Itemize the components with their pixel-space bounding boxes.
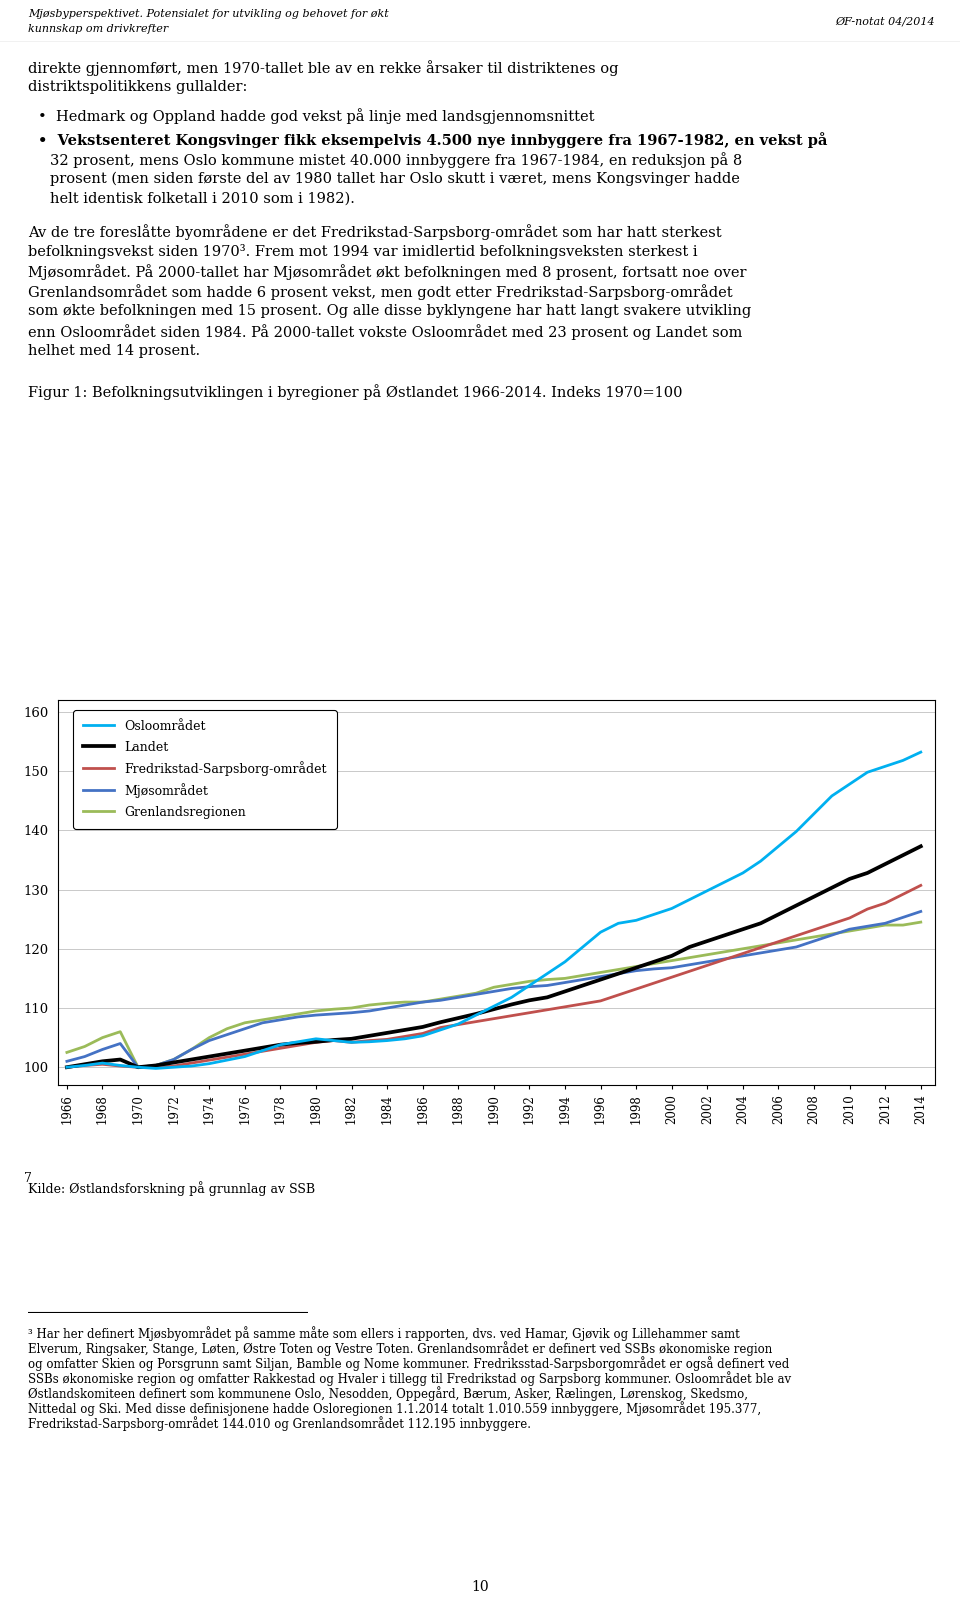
- Text: Elverum, Ringsaker, Stange, Løten, Østre Toten og Vestre Toten. Grenlandsområdet: Elverum, Ringsaker, Stange, Løten, Østre…: [28, 1342, 772, 1356]
- Text: 32 prosent, mens Oslo kommune mistet 40.000 innbyggere fra 1967-1984, en reduksj: 32 prosent, mens Oslo kommune mistet 40.…: [50, 152, 742, 168]
- Text: ³ Har her definert Mjøsbyområdet på samme måte som ellers i rapporten, dvs. ved : ³ Har her definert Mjøsbyområdet på samm…: [28, 1326, 740, 1340]
- Text: •  Vekstsenteret Kongsvinger fikk eksempelvis 4.500 nye innbyggere fra 1967-1982: • Vekstsenteret Kongsvinger fikk eksempe…: [38, 131, 828, 147]
- Text: prosent (men siden første del av 1980 tallet har Oslo skutt i været, mens Kongsv: prosent (men siden første del av 1980 ta…: [50, 172, 740, 186]
- Text: SSBs økonomiske region og omfatter Rakkestad og Hvaler i tillegg til Fredrikstad: SSBs økonomiske region og omfatter Rakke…: [28, 1371, 791, 1387]
- Text: distriktspolitikkens gullalder:: distriktspolitikkens gullalder:: [28, 80, 248, 95]
- Text: Mjøsbyperspektivet. Potensialet for utvikling og behovet for økt: Mjøsbyperspektivet. Potensialet for utvi…: [28, 10, 389, 19]
- Text: som økte befolkningen med 15 prosent. Og alle disse byklyngene har hatt langt sv: som økte befolkningen med 15 prosent. Og…: [28, 305, 752, 317]
- Text: Figur 1: Befolkningsutviklingen i byregioner på Østlandet 1966-2014. Indeks 1970: Figur 1: Befolkningsutviklingen i byregi…: [28, 385, 683, 399]
- Text: kunnskap om drivkrefter: kunnskap om drivkrefter: [28, 24, 168, 34]
- Text: Mjøsområdet. På 2000-tallet har Mjøsområdet økt befolkningen med 8 prosent, fort: Mjøsområdet. På 2000-tallet har Mjøsområ…: [28, 264, 747, 281]
- Text: Fredrikstad-Sarpsborg-området 144.010 og Grenlandsområdet 112.195 innbyggere.: Fredrikstad-Sarpsborg-området 144.010 og…: [28, 1415, 531, 1431]
- Text: helhet med 14 prosent.: helhet med 14 prosent.: [28, 345, 200, 357]
- Text: 10: 10: [471, 1581, 489, 1593]
- Text: og omfatter Skien og Porsgrunn samt Siljan, Bamble og Nome kommuner. Fredrikssta: og omfatter Skien og Porsgrunn samt Silj…: [28, 1356, 789, 1371]
- Text: 7: 7: [24, 1172, 32, 1186]
- Text: Grenlandsområdet som hadde 6 prosent vekst, men godt etter Fredrikstad-Sarpsborg: Grenlandsområdet som hadde 6 prosent vek…: [28, 284, 732, 300]
- Text: •  Hedmark og Oppland hadde god vekst på linje med landsgjennomsnittet: • Hedmark og Oppland hadde god vekst på …: [38, 107, 594, 123]
- Text: direkte gjennomført, men 1970-tallet ble av en rekke årsaker til distriktenes og: direkte gjennomført, men 1970-tallet ble…: [28, 59, 618, 75]
- Text: Nittedal og Ski. Med disse definisjonene hadde Osloregionen 1.1.2014 totalt 1.01: Nittedal og Ski. Med disse definisjonene…: [28, 1401, 761, 1415]
- Text: Av de tre foreslåtte byområdene er det Fredrikstad-Sarpsborg-området som har hat: Av de tre foreslåtte byområdene er det F…: [28, 224, 722, 240]
- Legend: Osloområdet, Landet, Fredrikstad-Sarpsborg-området, Mjøsområdet, Grenlandsregion: Osloområdet, Landet, Fredrikstad-Sarpsbo…: [73, 710, 337, 829]
- Text: Kilde: Østlandsforskning på grunnlag av SSB: Kilde: Østlandsforskning på grunnlag av …: [28, 1181, 315, 1196]
- Text: ØF-notat 04/2014: ØF-notat 04/2014: [835, 16, 935, 26]
- Text: enn Osloområdet siden 1984. På 2000-tallet vokste Osloområdet med 23 prosent og : enn Osloområdet siden 1984. På 2000-tall…: [28, 324, 742, 340]
- Text: befolkningsvekst siden 1970³. Frem mot 1994 var imidlertid befolkningsveksten st: befolkningsvekst siden 1970³. Frem mot 1…: [28, 244, 698, 260]
- Text: Østlandskomiteen definert som kommunene Oslo, Nesodden, Oppegård, Bærum, Asker, : Østlandskomiteen definert som kommunene …: [28, 1387, 748, 1401]
- Text: helt identisk folketall i 2010 som i 1982).: helt identisk folketall i 2010 som i 198…: [50, 192, 355, 207]
